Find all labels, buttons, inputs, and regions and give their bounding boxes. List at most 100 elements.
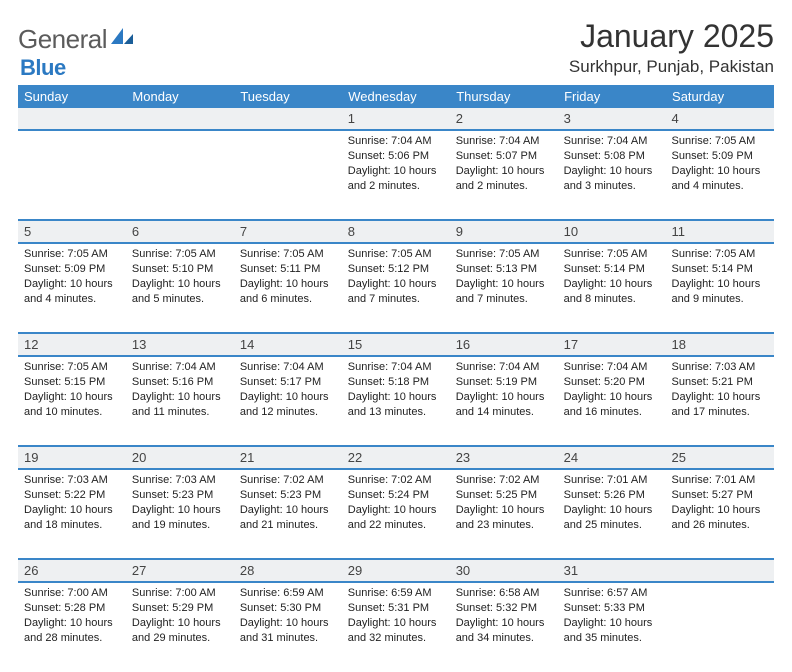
day-number-cell: 25 (666, 446, 774, 469)
day-number: 31 (558, 560, 666, 581)
weekday-header-row: Sunday Monday Tuesday Wednesday Thursday… (18, 85, 774, 108)
day-number: 7 (234, 221, 342, 242)
day-number: 11 (666, 221, 774, 242)
day-detail-cell: Sunrise: 7:01 AMSunset: 5:27 PMDaylight:… (666, 469, 774, 559)
day-number-cell: 18 (666, 333, 774, 356)
day-number-cell: 12 (18, 333, 126, 356)
logo: General (18, 24, 137, 55)
day-detail-cell: Sunrise: 7:05 AMSunset: 5:14 PMDaylight:… (666, 243, 774, 333)
day-number-cell: 22 (342, 446, 450, 469)
day-details: Sunrise: 7:02 AMSunset: 5:24 PMDaylight:… (342, 470, 450, 538)
day-detail-cell: Sunrise: 6:59 AMSunset: 5:31 PMDaylight:… (342, 582, 450, 672)
day-detail-cell: Sunrise: 7:04 AMSunset: 5:16 PMDaylight:… (126, 356, 234, 446)
day-detail-cell: Sunrise: 7:05 AMSunset: 5:15 PMDaylight:… (18, 356, 126, 446)
day-detail-cell: Sunrise: 7:04 AMSunset: 5:06 PMDaylight:… (342, 130, 450, 220)
day-detail-cell: Sunrise: 7:03 AMSunset: 5:22 PMDaylight:… (18, 469, 126, 559)
day-detail-cell: Sunrise: 7:04 AMSunset: 5:07 PMDaylight:… (450, 130, 558, 220)
day-details: Sunrise: 6:57 AMSunset: 5:33 PMDaylight:… (558, 583, 666, 651)
day-number: 14 (234, 334, 342, 355)
day-details: Sunrise: 7:01 AMSunset: 5:27 PMDaylight:… (666, 470, 774, 538)
day-detail-cell: Sunrise: 7:02 AMSunset: 5:25 PMDaylight:… (450, 469, 558, 559)
day-number: 13 (126, 334, 234, 355)
logo-sail-icon (109, 26, 135, 53)
day-detail-cell: Sunrise: 7:05 AMSunset: 5:13 PMDaylight:… (450, 243, 558, 333)
day-detail-cell: Sunrise: 7:03 AMSunset: 5:21 PMDaylight:… (666, 356, 774, 446)
day-number: 10 (558, 221, 666, 242)
day-detail-cell: Sunrise: 6:58 AMSunset: 5:32 PMDaylight:… (450, 582, 558, 672)
week-details-row: Sunrise: 7:03 AMSunset: 5:22 PMDaylight:… (18, 469, 774, 559)
week-daynum-row: 1234 (18, 108, 774, 130)
day-number: 6 (126, 221, 234, 242)
week-details-row: Sunrise: 7:05 AMSunset: 5:09 PMDaylight:… (18, 243, 774, 333)
day-number: 3 (558, 108, 666, 129)
day-number: 12 (18, 334, 126, 355)
calendar-body: 1234Sunrise: 7:04 AMSunset: 5:06 PMDayli… (18, 108, 774, 672)
day-details: Sunrise: 7:04 AMSunset: 5:19 PMDaylight:… (450, 357, 558, 425)
logo-text-2-wrap: Blue (20, 55, 120, 81)
day-details: Sunrise: 7:05 AMSunset: 5:09 PMDaylight:… (666, 131, 774, 199)
day-detail-cell (666, 582, 774, 672)
logo-text-2: Blue (20, 55, 66, 80)
day-number: 27 (126, 560, 234, 581)
day-number-cell: 30 (450, 559, 558, 582)
day-detail-cell: Sunrise: 7:03 AMSunset: 5:23 PMDaylight:… (126, 469, 234, 559)
day-detail-cell: Sunrise: 7:04 AMSunset: 5:19 PMDaylight:… (450, 356, 558, 446)
day-details: Sunrise: 6:59 AMSunset: 5:31 PMDaylight:… (342, 583, 450, 651)
day-number-cell: 27 (126, 559, 234, 582)
weekday-header: Friday (558, 85, 666, 108)
day-number-cell (126, 108, 234, 130)
day-detail-cell: Sunrise: 7:05 AMSunset: 5:09 PMDaylight:… (18, 243, 126, 333)
day-number-cell: 9 (450, 220, 558, 243)
day-details: Sunrise: 7:00 AMSunset: 5:29 PMDaylight:… (126, 583, 234, 651)
day-number-cell (18, 108, 126, 130)
day-details: Sunrise: 6:59 AMSunset: 5:30 PMDaylight:… (234, 583, 342, 651)
title-location: Surkhpur, Punjab, Pakistan (569, 57, 774, 77)
day-number: 18 (666, 334, 774, 355)
day-number: 25 (666, 447, 774, 468)
day-number-cell: 26 (18, 559, 126, 582)
day-details: Sunrise: 7:03 AMSunset: 5:23 PMDaylight:… (126, 470, 234, 538)
week-details-row: Sunrise: 7:04 AMSunset: 5:06 PMDaylight:… (18, 130, 774, 220)
day-details: Sunrise: 7:00 AMSunset: 5:28 PMDaylight:… (18, 583, 126, 651)
week-daynum-row: 567891011 (18, 220, 774, 243)
day-number: 4 (666, 108, 774, 129)
day-details: Sunrise: 7:05 AMSunset: 5:09 PMDaylight:… (18, 244, 126, 312)
weekday-header: Saturday (666, 85, 774, 108)
day-number-cell: 19 (18, 446, 126, 469)
day-number-cell: 17 (558, 333, 666, 356)
day-number-cell: 7 (234, 220, 342, 243)
day-number: 29 (342, 560, 450, 581)
day-number-cell: 4 (666, 108, 774, 130)
day-detail-cell: Sunrise: 7:05 AMSunset: 5:14 PMDaylight:… (558, 243, 666, 333)
day-number-cell: 5 (18, 220, 126, 243)
week-details-row: Sunrise: 7:00 AMSunset: 5:28 PMDaylight:… (18, 582, 774, 672)
day-detail-cell: Sunrise: 7:00 AMSunset: 5:29 PMDaylight:… (126, 582, 234, 672)
day-number-cell: 16 (450, 333, 558, 356)
header: General January 2025 Surkhpur, Punjab, P… (18, 18, 774, 77)
day-number-cell: 2 (450, 108, 558, 130)
day-number: 24 (558, 447, 666, 468)
title-month: January 2025 (569, 18, 774, 55)
day-number-cell: 6 (126, 220, 234, 243)
day-details: Sunrise: 7:05 AMSunset: 5:11 PMDaylight:… (234, 244, 342, 312)
day-details: Sunrise: 7:02 AMSunset: 5:25 PMDaylight:… (450, 470, 558, 538)
day-details: Sunrise: 7:05 AMSunset: 5:15 PMDaylight:… (18, 357, 126, 425)
day-number-cell: 29 (342, 559, 450, 582)
day-number-cell: 3 (558, 108, 666, 130)
day-details: Sunrise: 7:02 AMSunset: 5:23 PMDaylight:… (234, 470, 342, 538)
weekday-header: Monday (126, 85, 234, 108)
day-number: 23 (450, 447, 558, 468)
day-details: Sunrise: 7:05 AMSunset: 5:14 PMDaylight:… (558, 244, 666, 312)
day-details: Sunrise: 7:05 AMSunset: 5:12 PMDaylight:… (342, 244, 450, 312)
day-details: Sunrise: 7:04 AMSunset: 5:16 PMDaylight:… (126, 357, 234, 425)
day-details: Sunrise: 6:58 AMSunset: 5:32 PMDaylight:… (450, 583, 558, 651)
logo-text-1: General (18, 24, 107, 55)
day-number: 15 (342, 334, 450, 355)
day-details: Sunrise: 7:04 AMSunset: 5:20 PMDaylight:… (558, 357, 666, 425)
day-details: Sunrise: 7:04 AMSunset: 5:18 PMDaylight:… (342, 357, 450, 425)
week-daynum-row: 262728293031 (18, 559, 774, 582)
day-details: Sunrise: 7:05 AMSunset: 5:13 PMDaylight:… (450, 244, 558, 312)
day-number: 21 (234, 447, 342, 468)
day-details: Sunrise: 7:04 AMSunset: 5:07 PMDaylight:… (450, 131, 558, 199)
day-detail-cell: Sunrise: 7:02 AMSunset: 5:23 PMDaylight:… (234, 469, 342, 559)
